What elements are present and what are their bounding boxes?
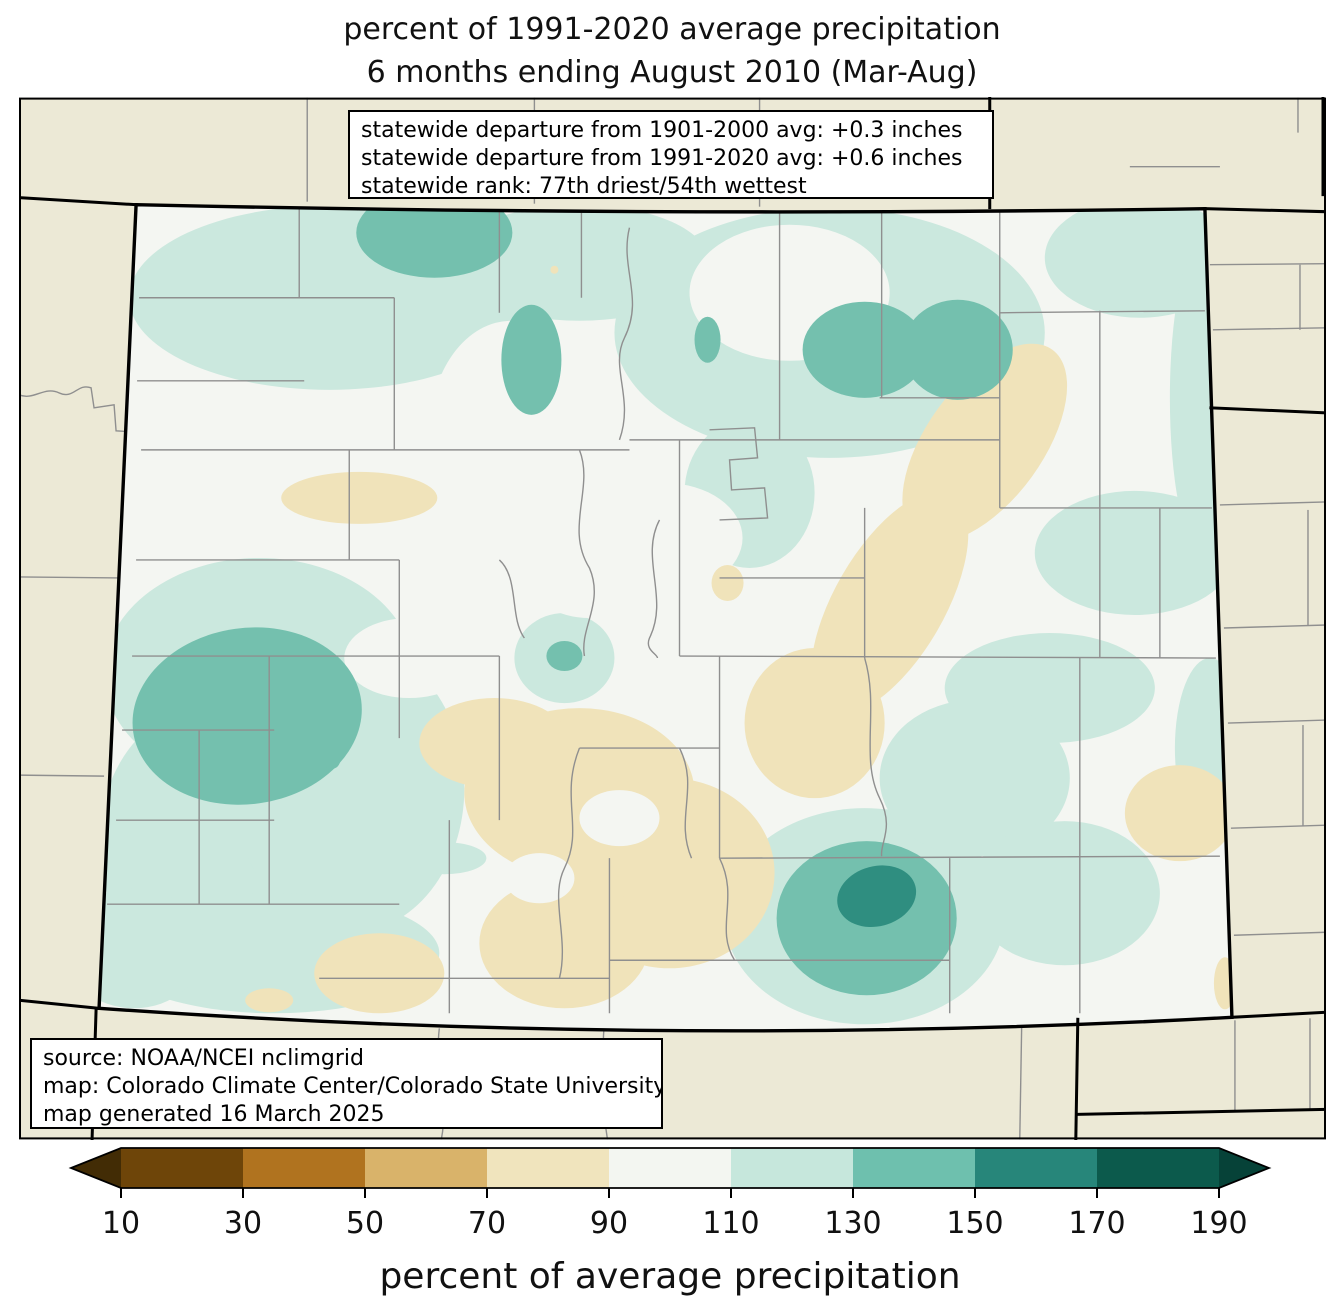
- colorbar-tick-label: 90: [590, 1206, 628, 1241]
- colorbar-tick-label: 130: [824, 1206, 881, 1241]
- statewide-stats-box: statewide departure from 1901-2000 avg: …: [348, 110, 994, 199]
- stats-line-1: statewide departure from 1901-2000 avg: …: [361, 118, 963, 143]
- source-line-1: source: NOAA/NCEI nclimgrid: [43, 1046, 364, 1071]
- colorado-county-lines: [107, 205, 1220, 1014]
- precip-90-110-gaps-in-tan: [504, 790, 660, 904]
- stats-line-3: statewide rank: 77th driest/54th wettest: [361, 174, 807, 199]
- colorbar-tick-label: 70: [468, 1206, 506, 1241]
- title-line-1: percent of 1991-2020 average precipitati…: [343, 12, 1001, 47]
- colorbar-tick-label: 190: [1190, 1206, 1247, 1241]
- source-line-2: map: Colorado Climate Center/Colorado St…: [43, 1074, 663, 1099]
- stats-line-2: statewide departure from 1991-2020 avg: …: [361, 146, 963, 171]
- colorbar-axis-label: percent of average precipitation: [379, 1256, 960, 1297]
- colorbar-segment: [243, 1148, 365, 1188]
- source-line-3: map generated 16 March 2025: [43, 1102, 385, 1127]
- map-area: [17, 96, 1328, 1141]
- colorado-precipitation-map: [17, 96, 1328, 1141]
- colorbar-tick-labels: 10 30 50 70 90 110 130 150 170 190: [102, 1206, 1248, 1241]
- colorbar-tick-label: 50: [346, 1206, 384, 1241]
- colorbar-tick-label: 110: [702, 1206, 759, 1241]
- precip-150-170-region: [837, 865, 917, 928]
- colorbar-segment: [853, 1148, 975, 1188]
- colorbar: 10 30 50 70 90 110 130 150 170 190 perce…: [0, 1140, 1344, 1299]
- colorbar-segment: [731, 1148, 853, 1188]
- colorbar-segments: [68, 1147, 1272, 1189]
- colorado-state-outline: [97, 202, 1234, 1033]
- colorbar-tick-label: 170: [1068, 1206, 1125, 1241]
- colorbar-tick-label: 10: [102, 1206, 140, 1241]
- title-line-2: 6 months ending August 2010 (Mar-Aug): [366, 55, 978, 90]
- colorbar-extend-high-arrow: [1219, 1148, 1269, 1188]
- colorbar-segment: [975, 1148, 1097, 1188]
- colorbar-segment: [1097, 1148, 1219, 1188]
- colorbar-extend-low-arrow: [71, 1148, 121, 1188]
- colorbar-segment: [121, 1148, 243, 1188]
- colorbar-segment: [609, 1148, 731, 1188]
- map-title: percent of 1991-2020 average precipitati…: [0, 8, 1344, 94]
- precip-70-90-regions: [245, 265, 1232, 1014]
- colorbar-tick-label: 150: [946, 1206, 1003, 1241]
- colorbar-svg: 10 30 50 70 90 110 130 150 170 190 perce…: [68, 1147, 1272, 1297]
- map-frame: [19, 97, 1326, 1140]
- state-border-lines: [17, 96, 1328, 1141]
- source-attribution-box: source: NOAA/NCEI nclimgrid map: Colorad…: [30, 1038, 663, 1129]
- colorbar-segment: [487, 1148, 609, 1188]
- colorbar-ticks: [120, 1188, 1220, 1198]
- colorbar-segment: [365, 1148, 487, 1188]
- colorbar-tick-label: 30: [224, 1206, 262, 1241]
- colorado-interior: [99, 204, 1232, 1031]
